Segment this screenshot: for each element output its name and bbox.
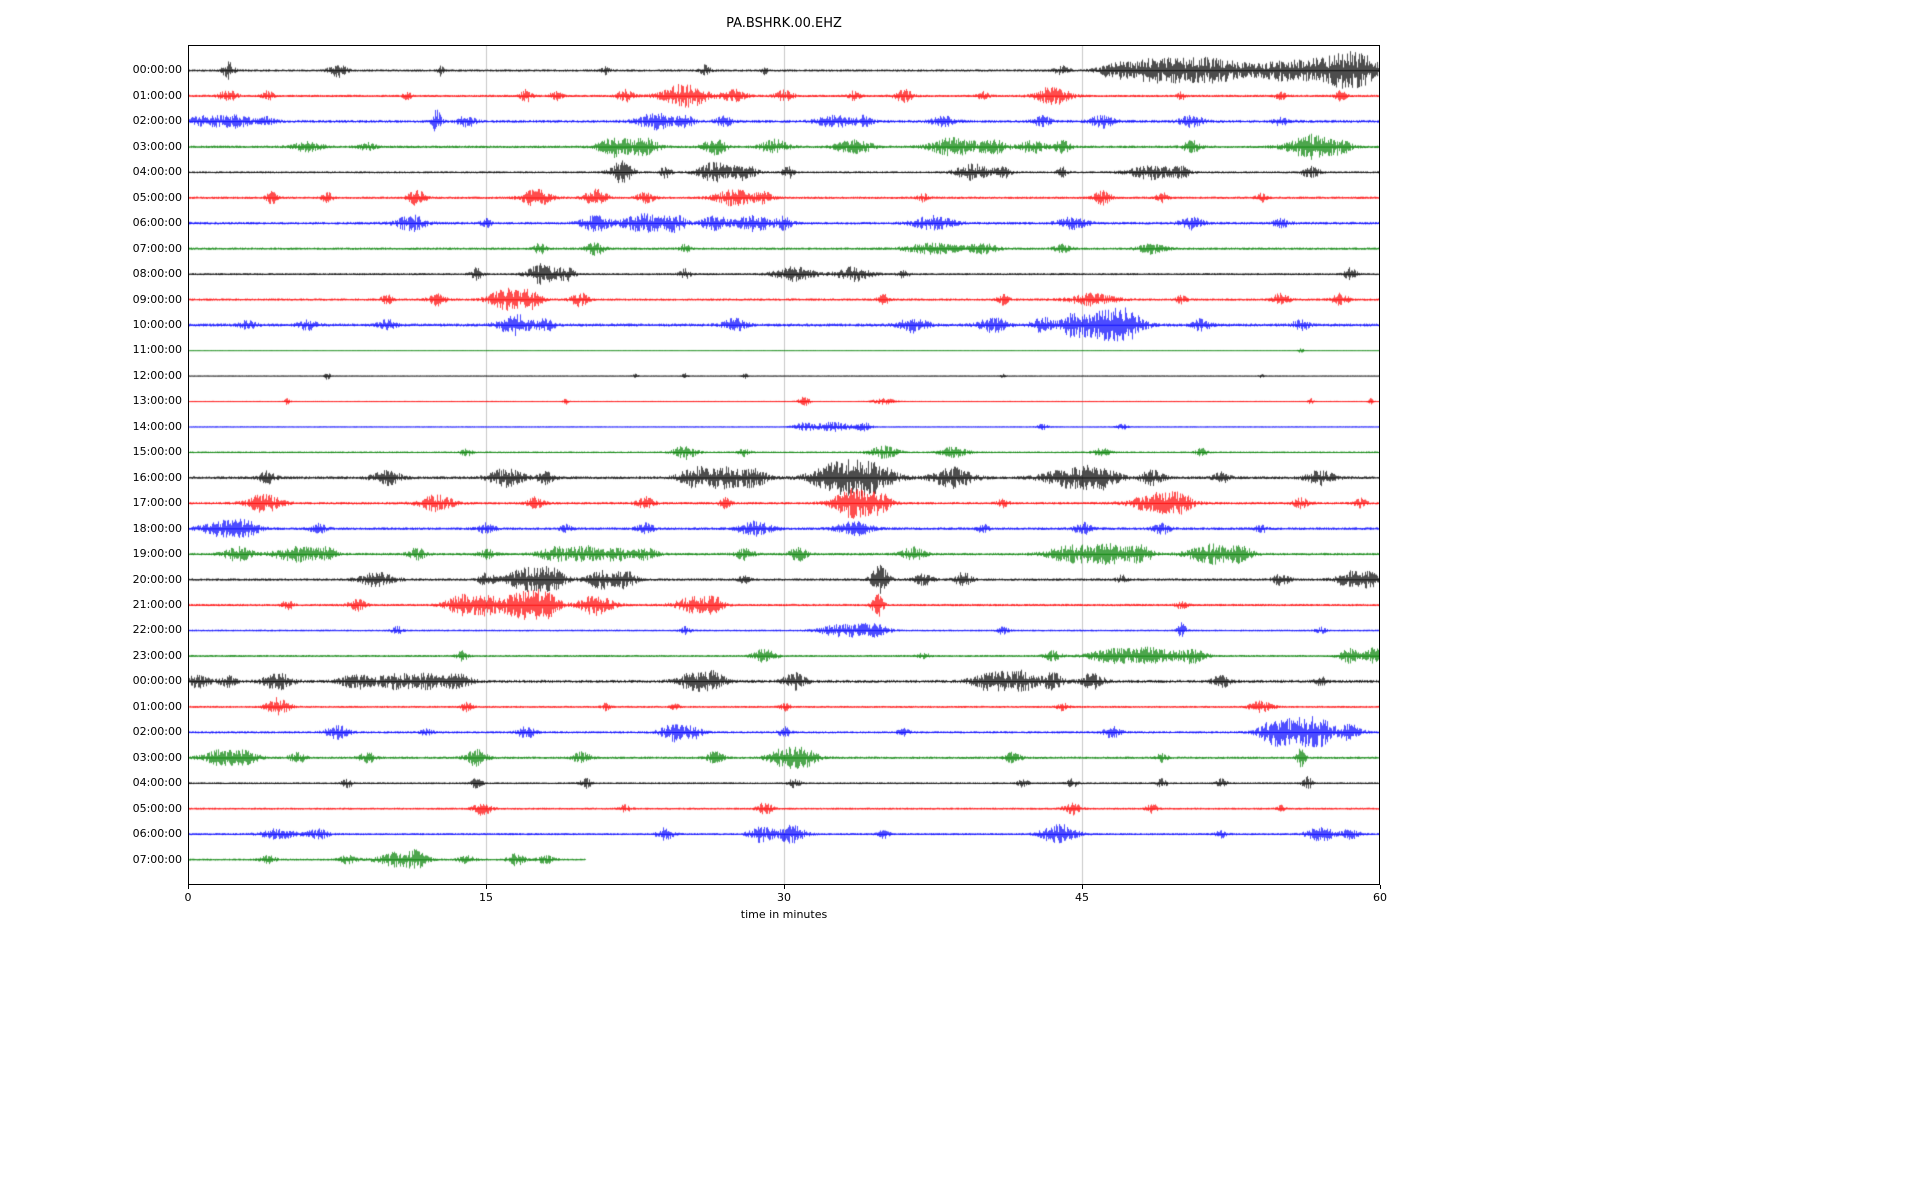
time-row-label: 05:00:00 <box>132 190 182 204</box>
time-row-label: 13:00:00 <box>132 394 182 408</box>
time-row-label: 20:00:00 <box>132 572 182 586</box>
x-tick-label: 30 <box>777 891 791 904</box>
x-axis-label: time in minutes <box>740 908 828 921</box>
time-row-label: 01:00:00 <box>132 88 182 102</box>
time-row-label: 18:00:00 <box>132 521 182 535</box>
time-row-label: 14:00:00 <box>132 419 182 433</box>
time-row-label: 21:00:00 <box>132 598 182 611</box>
time-row-label: 10:00:00 <box>132 318 182 331</box>
x-tick-label: 60 <box>1373 891 1387 904</box>
time-row-label: 03:00:00 <box>132 139 182 153</box>
x-tick-label: 45 <box>1075 891 1089 904</box>
time-row-label: 06:00:00 <box>132 216 182 230</box>
plot-area <box>188 45 1380 885</box>
time-row-label: 05:00:00 <box>132 801 182 815</box>
time-row-label: 22:00:00 <box>132 623 182 637</box>
x-tick <box>1380 885 1381 889</box>
time-row-label: 12:00:00 <box>132 368 182 382</box>
time-row-label: 07:00:00 <box>132 852 182 866</box>
time-row-label: 02:00:00 <box>132 725 182 739</box>
time-row-label: 15:00:00 <box>132 445 182 459</box>
time-row-label: 02:00:00 <box>132 114 182 128</box>
time-row-label: 16:00:00 <box>132 470 182 484</box>
time-row-label: 09:00:00 <box>132 292 182 306</box>
time-row-label: 03:00:00 <box>132 750 182 764</box>
x-tick <box>1082 885 1083 889</box>
time-row-label: 01:00:00 <box>132 699 182 713</box>
x-tick <box>486 885 487 889</box>
x-tick <box>784 885 785 889</box>
time-row-label: 00:00:00 <box>132 674 182 688</box>
x-tick <box>188 885 189 889</box>
time-row-label: 04:00:00 <box>132 776 182 790</box>
chart-title: PA.BSHRK.00.EHZ <box>726 16 842 31</box>
time-row-label: 06:00:00 <box>132 827 182 841</box>
time-row-label: 08:00:00 <box>132 267 182 281</box>
time-row-label: 11:00:00 <box>132 343 182 357</box>
x-tick-label: 0 <box>184 891 192 904</box>
time-row-label: 04:00:00 <box>132 165 182 179</box>
time-row-label: 17:00:00 <box>132 496 182 510</box>
seismogram-canvas <box>188 45 1380 885</box>
time-row-label: 23:00:00 <box>132 648 182 662</box>
time-row-label: 07:00:00 <box>132 241 182 255</box>
x-tick-label: 15 <box>479 891 493 904</box>
time-row-label: 19:00:00 <box>132 547 182 561</box>
time-row-label: 00:00:00 <box>132 63 182 77</box>
